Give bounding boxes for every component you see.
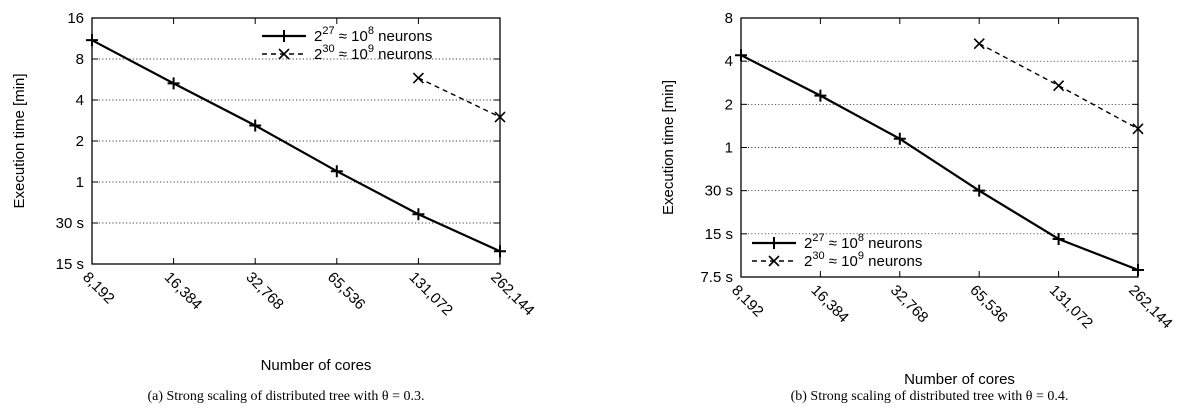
- legend-text-part: 9: [858, 250, 864, 262]
- figure-caption: (a) Strong scaling of distributed tree w…: [147, 389, 424, 404]
- legend-text-part: ≈ 10: [335, 28, 368, 45]
- cross-marker: [278, 48, 290, 60]
- legend-text-part: 30: [812, 250, 824, 262]
- legend-text-part: 9: [368, 43, 374, 55]
- plus-marker: [330, 165, 343, 178]
- plus-marker: [86, 34, 98, 47]
- series-line: [978, 42, 1139, 130]
- x-tick-label: 262,144: [487, 269, 537, 319]
- y-tick-label: 2: [725, 96, 733, 113]
- legend-text-part: 27: [812, 232, 824, 244]
- cross-marker: [973, 38, 985, 50]
- y-tick-label: 15 s: [56, 256, 84, 273]
- chart-panel-a: 15 s 30 s 1 2 4 8 16 8,192 16,384 32,768 65,536 131…: [11, 10, 538, 404]
- x-tick-label: 65,536: [966, 282, 1010, 326]
- legend-text-part: 2: [314, 28, 322, 45]
- y-tick-label: 8: [76, 51, 84, 68]
- legend-label: 230 ≈ 109 neurons: [804, 250, 922, 270]
- x-tick-label: 131,072: [406, 269, 456, 319]
- x-axis-label: Number of cores: [904, 371, 1015, 388]
- chart-panel-b: 7.5 s 15 s 30 s 1 2 4 8 8,192 16,384 32,768 65,536…: [660, 10, 1176, 404]
- legend-text-part: ≈ 10: [335, 46, 368, 63]
- plus-marker: [973, 184, 986, 197]
- x-tick-label: 65,536: [324, 269, 368, 313]
- plus-marker: [768, 237, 780, 249]
- plus-marker: [1132, 263, 1144, 276]
- plus-marker: [893, 132, 906, 145]
- legend-text-part: 2: [804, 253, 812, 270]
- legend-text-part: neurons: [864, 253, 922, 270]
- x-axis-label: Number of cores: [261, 357, 372, 374]
- legend-text-part: neurons: [374, 28, 432, 45]
- legend-text-part: 27: [322, 25, 334, 37]
- cross-marker: [768, 255, 780, 267]
- legend-label: 227 ≈ 108 neurons: [804, 232, 922, 252]
- plus-marker: [249, 119, 262, 132]
- y-tick-label: 30 s: [56, 215, 84, 232]
- x-tick-label: 32,768: [242, 269, 286, 313]
- series-line: [418, 77, 501, 118]
- legend-text-part: 8: [368, 25, 374, 37]
- x-tick-label: 262,144: [1125, 282, 1175, 332]
- cross-marker: [412, 72, 424, 84]
- y-tick-label: 1: [725, 140, 733, 157]
- y-axis-label: Execution time [min]: [11, 73, 28, 208]
- plus-marker: [1052, 233, 1065, 246]
- plus-marker: [167, 77, 180, 90]
- legend-label: 227 ≈ 108 neurons: [314, 25, 432, 45]
- plus-marker: [278, 30, 290, 42]
- x-tick-label: 8,192: [728, 282, 767, 321]
- y-tick-label: 30 s: [705, 183, 733, 200]
- plus-marker: [412, 208, 425, 221]
- series-2e30-neurons: [973, 38, 1144, 135]
- legend-text-part: 2: [314, 46, 322, 63]
- legend-text-part: 30: [322, 43, 334, 55]
- y-tick-label: 15 s: [705, 226, 733, 243]
- series-line: [740, 54, 1139, 271]
- legend-text-part: ≈ 10: [825, 235, 858, 252]
- y-tick-label: 7.5 s: [700, 269, 733, 286]
- legend-text-part: 2: [804, 235, 812, 252]
- series-2e27-neurons: [86, 34, 506, 258]
- y-tick-label: 4: [725, 53, 733, 70]
- legend-text-part: neurons: [864, 235, 922, 252]
- plus-marker: [494, 245, 506, 258]
- cross-marker: [1053, 80, 1065, 92]
- legend-label: 230 ≈ 109 neurons: [314, 43, 432, 63]
- y-axis-label: Execution time [min]: [660, 80, 677, 215]
- y-tick-label: 4: [76, 92, 84, 109]
- series-2e27-neurons: [735, 49, 1144, 276]
- cross-marker: [494, 111, 506, 123]
- plus-marker: [735, 49, 747, 62]
- plus-marker: [814, 89, 827, 102]
- y-tick-label: 2: [76, 133, 84, 150]
- x-tick-label: 131,072: [1046, 282, 1096, 332]
- series-2e30-neurons: [412, 72, 506, 123]
- cross-marker: [1132, 123, 1144, 135]
- legend-text-part: neurons: [374, 46, 432, 63]
- x-tick-label: 16,384: [161, 269, 205, 313]
- x-tick-label: 8,192: [79, 269, 118, 308]
- y-tick-label: 1: [76, 174, 84, 191]
- series-line: [91, 39, 501, 253]
- y-tick-label: 16: [67, 10, 84, 27]
- x-tick-label: 32,768: [887, 282, 931, 326]
- legend-text-part: ≈ 10: [825, 253, 858, 270]
- legend-text-part: 8: [858, 232, 864, 244]
- figure-caption: (b) Strong scaling of distributed tree w…: [791, 389, 1069, 404]
- y-tick-label: 8: [725, 10, 733, 27]
- x-tick-label: 16,384: [808, 282, 852, 326]
